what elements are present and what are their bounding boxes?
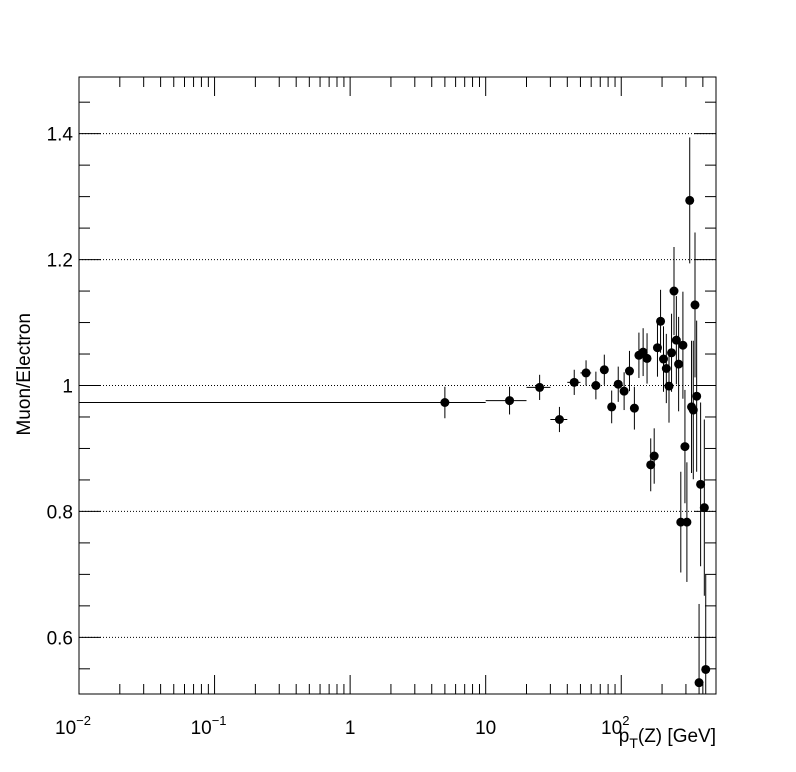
- x-axis-title-main: p: [619, 726, 630, 747]
- data-point: [669, 246, 679, 336]
- x-axis-title-sub: T: [629, 735, 638, 751]
- data-marker: [659, 354, 669, 364]
- data-point: [642, 333, 652, 384]
- data-point: [692, 320, 702, 472]
- x-tick-label-base: 1: [345, 718, 356, 739]
- data-point: [485, 386, 527, 415]
- x-tick-label-exponent: −1: [212, 713, 227, 728]
- x-tick-label-exponent: −2: [76, 713, 91, 728]
- data-marker: [667, 348, 677, 358]
- x-tick-label-base: 10: [191, 718, 212, 739]
- data-marker: [688, 405, 698, 415]
- tick-layer: [78, 77, 717, 694]
- data-point: [680, 389, 690, 504]
- data-marker: [656, 316, 666, 326]
- data-point: [649, 428, 659, 484]
- data-marker: [682, 517, 692, 527]
- y-tick-label: 1.4: [47, 125, 74, 146]
- data-marker: [699, 503, 709, 513]
- data-point: [646, 438, 656, 492]
- data-point: [526, 374, 551, 400]
- data-point: [619, 372, 629, 411]
- data-marker: [649, 451, 659, 461]
- y-tick-label: 0.8: [47, 502, 73, 523]
- x-tick-label-base: 10: [55, 718, 76, 739]
- data-point: [550, 406, 568, 433]
- data-point: [699, 419, 709, 596]
- data-point: [624, 350, 634, 392]
- data-point: [79, 386, 486, 419]
- data-point: [685, 137, 695, 264]
- data-marker: [642, 353, 652, 363]
- data-marker: [692, 391, 702, 401]
- data-marker: [685, 195, 695, 205]
- data-point: [599, 354, 609, 385]
- data-marker: [554, 414, 564, 424]
- data-marker: [619, 386, 629, 396]
- data-marker: [669, 286, 679, 296]
- data-point: [629, 386, 639, 430]
- data-marker: [701, 664, 711, 674]
- label-layer: 0.60.811.21.410−2 10−1 1 10 102: [47, 125, 630, 739]
- data-point: [613, 366, 623, 402]
- data-point: [591, 371, 601, 400]
- y-tick-label: 1: [62, 377, 73, 398]
- data-point: [652, 318, 662, 377]
- data-point: [701, 575, 711, 694]
- data-marker: [535, 382, 545, 392]
- data-marker: [696, 479, 706, 489]
- data-point: [667, 313, 677, 392]
- data-layer: [79, 137, 711, 694]
- data-point: [607, 390, 617, 424]
- x-tick-label: 10−2: [55, 713, 91, 739]
- data-point: [638, 328, 648, 377]
- data-marker: [591, 381, 601, 390]
- data-point: [671, 296, 681, 385]
- data-point: [696, 402, 706, 567]
- data-point: [567, 369, 581, 395]
- data-marker: [440, 397, 450, 407]
- data-point: [580, 360, 592, 386]
- data-marker: [646, 460, 656, 470]
- x-tick-label-base: 10: [601, 718, 622, 739]
- data-point: [694, 603, 704, 694]
- data-marker: [505, 396, 515, 406]
- data-marker: [664, 381, 674, 391]
- x-tick-label-exponent: 2: [622, 713, 629, 728]
- x-tick-label: 10−1: [191, 713, 227, 739]
- data-marker: [569, 377, 579, 387]
- data-point: [656, 289, 666, 353]
- y-tick-label: 0.6: [47, 628, 73, 649]
- data-point: [690, 232, 700, 378]
- y-tick-label: 1.2: [47, 251, 73, 272]
- data-marker: [678, 340, 688, 350]
- x-tick-label: 1: [345, 718, 356, 739]
- data-marker: [690, 300, 700, 310]
- data-marker: [599, 365, 609, 375]
- data-marker: [581, 368, 591, 378]
- x-tick-label: 10: [475, 718, 496, 739]
- data-marker: [694, 678, 704, 688]
- data-marker: [652, 343, 662, 353]
- data-point: [682, 462, 692, 582]
- x-tick-label-base: 10: [475, 718, 496, 739]
- data-point: [678, 291, 688, 399]
- x-axis-title-rest: (Z) [GeV]: [638, 726, 716, 747]
- data-marker: [607, 402, 617, 412]
- x-axis-title: pT(Z) [GeV]: [619, 726, 716, 751]
- data-marker: [613, 379, 623, 389]
- data-marker: [629, 403, 639, 413]
- data-marker: [680, 442, 690, 452]
- grid-layer: [79, 133, 716, 638]
- data-marker: [674, 359, 684, 369]
- x-tick-label: 102: [601, 713, 629, 739]
- data-point: [659, 326, 669, 392]
- data-point: [674, 316, 684, 412]
- y-axis-title: Muon/Electron: [14, 313, 35, 436]
- data-point: [688, 340, 698, 480]
- data-marker: [624, 366, 634, 376]
